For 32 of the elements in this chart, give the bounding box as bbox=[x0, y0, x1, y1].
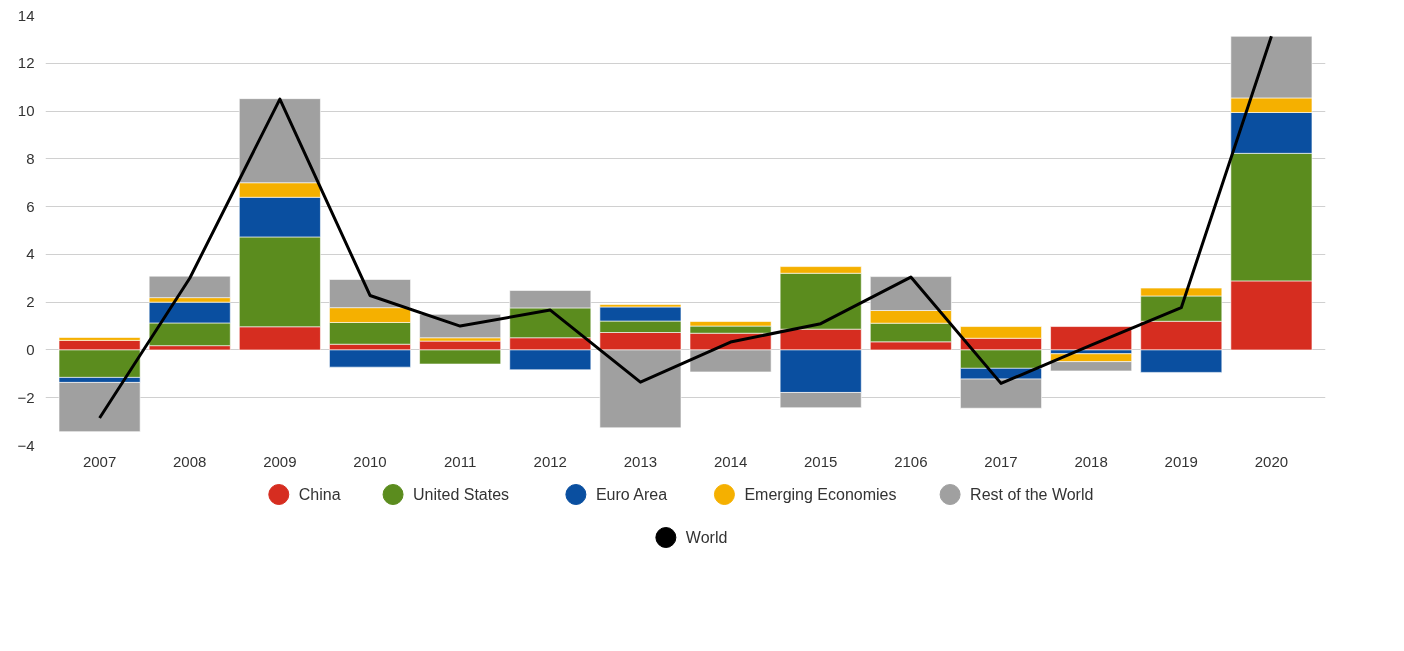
y-tick-label: 12 bbox=[17, 54, 35, 72]
x-tick-label: 2013 bbox=[623, 452, 658, 470]
x-tick-label: 2010 bbox=[353, 452, 387, 470]
y-tick-label: 10 bbox=[17, 102, 35, 120]
legend-label: Emerging Economies bbox=[744, 486, 897, 503]
x-tick-label: 2020 bbox=[1254, 452, 1289, 470]
y-tick-label: 6 bbox=[26, 197, 35, 215]
legend-label: United States bbox=[413, 486, 510, 503]
x-tick-label: 2011 bbox=[444, 452, 477, 470]
x-tick-label: 2017 bbox=[984, 452, 1018, 470]
legend-label: World bbox=[685, 529, 728, 546]
legend-label: Rest of the World bbox=[970, 486, 1094, 503]
x-tick-label: 2009 bbox=[263, 452, 297, 470]
y-tick-label: 8 bbox=[26, 149, 35, 167]
bar bbox=[329, 349, 411, 368]
legend-label: Euro Area bbox=[595, 486, 668, 503]
x-tick-label: 2008 bbox=[173, 452, 207, 470]
x-tick-label: 2014 bbox=[713, 452, 748, 470]
x-tick-label: 2106 bbox=[894, 452, 928, 470]
x-tick-label: 2018 bbox=[1074, 452, 1108, 470]
y-tick-label: −4 bbox=[17, 436, 35, 454]
y-tick-label: 2 bbox=[26, 293, 35, 311]
y-tick-label: −2 bbox=[17, 388, 35, 406]
x-tick-label: 2007 bbox=[82, 452, 117, 470]
line-series bbox=[98, 34, 1273, 420]
x-tick-label: 2015 bbox=[804, 452, 838, 470]
x-tick-label: 2012 bbox=[533, 452, 567, 470]
legend-label: China bbox=[298, 486, 341, 503]
y-tick-label: 0 bbox=[26, 340, 35, 358]
y-tick-label: 14 bbox=[17, 6, 35, 24]
x-tick-label: 2019 bbox=[1164, 452, 1198, 470]
y-tick-label: 4 bbox=[26, 245, 35, 263]
